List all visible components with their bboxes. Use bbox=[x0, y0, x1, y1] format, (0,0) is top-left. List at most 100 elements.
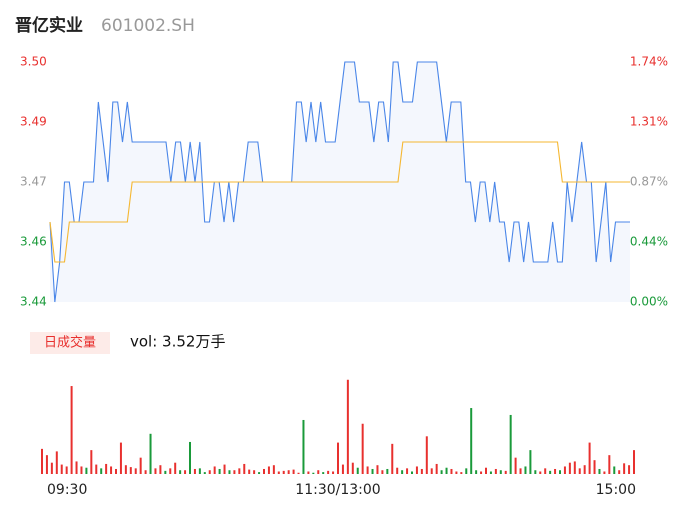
volume-bar bbox=[563, 466, 566, 474]
volume-bar bbox=[420, 468, 423, 474]
volume-bar bbox=[169, 468, 172, 474]
volume-bar bbox=[351, 462, 354, 474]
volume-bar bbox=[50, 462, 53, 474]
y-tick-label: 3.44 bbox=[20, 295, 47, 309]
volume-bar bbox=[60, 464, 63, 474]
volume-bar bbox=[470, 408, 473, 474]
volume-bar bbox=[435, 463, 438, 474]
volume-bar bbox=[134, 468, 137, 474]
volume-bar bbox=[75, 461, 78, 474]
volume-bar bbox=[282, 470, 285, 474]
y-tick-label: 3.49 bbox=[20, 115, 47, 129]
volume-bar bbox=[189, 441, 191, 474]
volume-bar bbox=[633, 450, 635, 474]
y2-tick-label: 0.44% bbox=[630, 235, 668, 249]
volume-bar bbox=[41, 448, 43, 474]
volume-bar bbox=[371, 468, 374, 474]
volume-bar bbox=[539, 471, 542, 474]
volume-bar bbox=[559, 470, 561, 474]
volume-bar bbox=[100, 468, 103, 474]
volume-bar bbox=[144, 470, 147, 474]
y-tick-label: 3.50 bbox=[20, 55, 47, 69]
volume-bar bbox=[450, 468, 453, 474]
volume-bar bbox=[623, 463, 626, 474]
volume-bar bbox=[277, 471, 280, 474]
volume-bar bbox=[238, 468, 241, 474]
volume-legend-box bbox=[30, 332, 110, 354]
volume-bar bbox=[341, 464, 344, 474]
volume-bar bbox=[608, 455, 611, 474]
volume-bar bbox=[366, 466, 369, 474]
volume-bar bbox=[159, 465, 162, 474]
y-tick-label: 3.47 bbox=[20, 175, 47, 189]
volume-bar bbox=[396, 467, 399, 474]
volume-bar bbox=[297, 472, 300, 474]
volume-legend: 日成交量 bbox=[44, 335, 96, 351]
volume-bar bbox=[603, 471, 606, 474]
volume-bar bbox=[411, 471, 413, 474]
volume-bar bbox=[243, 463, 246, 474]
volume-bar bbox=[593, 460, 596, 474]
volume-bar bbox=[115, 468, 117, 474]
price-line bbox=[49, 61, 630, 303]
volume-bar bbox=[307, 471, 310, 474]
volume-bar bbox=[164, 470, 167, 474]
volume-bar bbox=[480, 471, 483, 474]
volume-bar bbox=[455, 471, 458, 474]
volume-bar bbox=[504, 470, 507, 474]
volume-bar bbox=[376, 465, 379, 474]
volume-bar bbox=[258, 472, 261, 474]
volume-bar bbox=[475, 470, 478, 474]
volume-bar bbox=[124, 465, 127, 474]
volume-bar bbox=[618, 470, 621, 474]
volume-bar bbox=[588, 442, 591, 474]
volume-bar bbox=[110, 466, 113, 474]
volume-bar bbox=[65, 466, 68, 474]
volume-bar bbox=[401, 470, 404, 474]
volume-bar bbox=[317, 470, 320, 474]
volume-bar bbox=[267, 466, 270, 474]
x-tick-label: 15:00 bbox=[596, 482, 636, 498]
volume-bar bbox=[465, 468, 468, 474]
volume-bar bbox=[529, 450, 532, 474]
volume-bar bbox=[90, 450, 93, 474]
volume-bar bbox=[524, 466, 527, 474]
volume-bar bbox=[198, 468, 201, 474]
volume-bar bbox=[386, 468, 389, 474]
volume-bar bbox=[499, 470, 502, 474]
y2-tick-label: 0.00% bbox=[630, 295, 668, 309]
volume-bar bbox=[425, 436, 428, 474]
volume-bar bbox=[554, 468, 557, 474]
volume-bar bbox=[70, 386, 73, 474]
volume-bar bbox=[312, 472, 315, 474]
volume-bar bbox=[494, 468, 497, 474]
x-tick-label: 11:30/13:00 bbox=[295, 482, 380, 498]
volume-bar bbox=[534, 470, 537, 474]
volume-bar bbox=[568, 462, 571, 474]
volume-bar bbox=[203, 472, 206, 474]
volume-bar bbox=[361, 423, 364, 474]
volume-bar bbox=[55, 451, 58, 474]
volume-total: vol: 3.52万手 bbox=[130, 333, 225, 351]
y2-tick-label: 1.74% bbox=[630, 55, 668, 69]
volume-bar bbox=[179, 470, 182, 474]
volume-bar bbox=[302, 419, 305, 474]
volume-bar bbox=[292, 469, 295, 474]
volume-bar bbox=[287, 470, 290, 474]
volume-bar bbox=[228, 470, 231, 474]
volume-bar bbox=[119, 442, 122, 474]
volume-bar bbox=[440, 470, 443, 474]
x-tick-label: 09:30 bbox=[47, 482, 87, 498]
volume-bar bbox=[628, 465, 631, 474]
volume-bar bbox=[598, 468, 601, 474]
volume-bar bbox=[514, 457, 517, 474]
volume-bar bbox=[139, 457, 142, 474]
volume-bar bbox=[485, 467, 487, 474]
volume-bar bbox=[406, 468, 409, 474]
volume-bar bbox=[45, 455, 48, 474]
volume-bar bbox=[573, 461, 576, 474]
volume-bar bbox=[213, 466, 216, 474]
volume-bar bbox=[233, 470, 236, 474]
volume-bar bbox=[583, 465, 586, 474]
volume-bar bbox=[218, 468, 221, 474]
